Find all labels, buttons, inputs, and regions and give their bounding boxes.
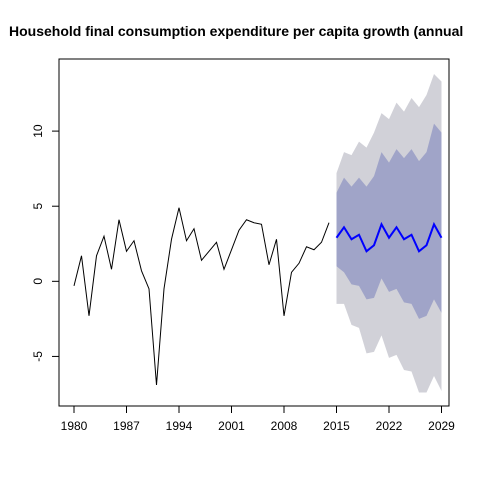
y-tick-label: 10 [31,124,45,138]
x-tick-label: 2001 [218,419,245,433]
x-tick-label: 2008 [271,419,298,433]
y-tick-label: -5 [31,351,45,362]
x-tick-label: 1987 [113,419,140,433]
y-tick-label: 5 [31,203,45,210]
band-80 [336,123,442,319]
x-tick-label: 1980 [61,419,88,433]
y-tick-label: 0 [31,278,45,285]
forecast-line [335,221,443,253]
history-line [73,207,330,386]
chart-title: Household final consumption expenditure … [9,23,463,39]
x-tick-label: 1994 [166,419,193,433]
x-tick-label: 2029 [428,419,455,433]
confidence-bands [336,74,442,393]
x-tick-label: 2022 [376,419,403,433]
y-axis: -5 0 5 10 [31,124,60,362]
series-lines [73,207,443,386]
x-axis: 1980 1987 1994 2001 2008 2015 2022 2029 [61,405,455,433]
x-tick-label: 2015 [323,419,350,433]
